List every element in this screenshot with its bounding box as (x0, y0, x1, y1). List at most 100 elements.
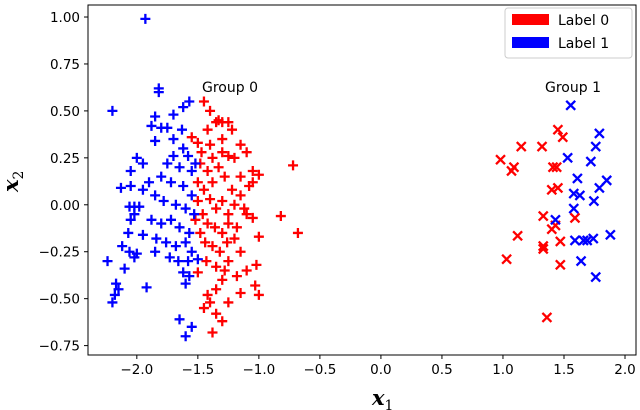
point-label-1-group-0 (165, 177, 176, 188)
point-label-1-group-0 (180, 237, 191, 248)
point-label-0-group-0 (235, 171, 246, 182)
point-label-0-group-0 (235, 139, 246, 150)
point-label-0-group-0 (275, 211, 286, 222)
point-label-0-group-1 (512, 230, 523, 242)
point-label-0-group-0 (227, 184, 238, 195)
point-label-0-group-0 (229, 152, 240, 163)
point-label-0-group-1 (537, 210, 549, 222)
point-label-0-group-0 (253, 169, 264, 180)
point-label-1-group-0 (174, 222, 185, 233)
point-label-0-group-1 (552, 182, 564, 194)
point-label-0-group-0 (205, 105, 216, 116)
point-label-0-group-0 (219, 265, 230, 276)
point-label-0-group-0 (211, 284, 222, 295)
point-label-1-group-0 (178, 267, 189, 278)
point-label-1-group-0 (183, 256, 194, 267)
point-label-1-group-0 (180, 278, 191, 289)
point-label-1-group-1 (572, 173, 583, 184)
point-label-0-group-0 (192, 196, 203, 207)
point-label-1-group-0 (168, 134, 179, 145)
point-label-0-group-0 (186, 132, 197, 143)
point-label-0-group-0 (207, 327, 218, 338)
point-label-1-group-0 (184, 96, 195, 107)
point-label-0-group-0 (198, 184, 209, 195)
point-label-1-group-0 (176, 124, 187, 135)
point-label-1-group-0 (131, 152, 142, 163)
point-label-1-group-0 (168, 150, 179, 161)
point-label-0-group-0 (217, 316, 228, 327)
point-label-1-group-1 (575, 255, 587, 267)
point-label-1-group-0 (186, 246, 197, 257)
point-label-1-group-0 (178, 102, 189, 113)
point-label-0-group-0 (239, 203, 250, 214)
point-label-1-group-0 (156, 218, 167, 229)
point-label-1-group-1 (590, 271, 602, 283)
point-label-1-group-0 (137, 229, 148, 240)
point-label-1-group-0 (137, 184, 148, 195)
point-label-1-group-0 (125, 214, 136, 225)
y-tick-label: −0.50 (39, 292, 80, 308)
point-label-0-group-0 (217, 147, 228, 158)
point-label-1-group-1 (594, 182, 605, 194)
point-label-0-group-1 (569, 212, 581, 224)
x-tick-label: −1.0 (242, 362, 275, 378)
point-label-0-group-0 (247, 212, 258, 223)
point-label-0-group-0 (253, 231, 264, 242)
point-label-1-group-0 (165, 214, 176, 225)
y-tick-label: 0.00 (50, 198, 80, 214)
point-label-0-group-0 (241, 209, 252, 220)
point-label-1-group-0 (150, 190, 161, 201)
point-label-1-group-0 (125, 165, 136, 176)
point-label-1-group-0 (178, 143, 189, 154)
point-label-0-group-0 (202, 165, 213, 176)
point-label-0-group-0 (202, 289, 213, 300)
point-label-1-group-0 (164, 252, 175, 263)
point-label-0-group-0 (211, 308, 222, 319)
y-ticks: 1.00 0.75 0.50 0.25 0.00 −0.25 −0.50 −0.75 (39, 10, 88, 355)
x-tick-label: 1.5 (553, 362, 574, 378)
point-label-0-group-0 (251, 259, 262, 270)
point-label-1-group-0 (184, 227, 195, 238)
point-label-1-group-1 (605, 229, 616, 241)
legend-patch-label-1 (512, 37, 549, 48)
point-label-0-group-0 (195, 227, 206, 238)
point-label-1-group-1 (569, 235, 581, 246)
point-label-0-group-0 (217, 227, 228, 238)
point-label-1-group-1 (585, 156, 597, 167)
point-label-0-group-0 (207, 241, 218, 252)
legend: Label 0 Label 1 (504, 7, 633, 59)
point-label-1-group-1 (578, 235, 589, 246)
point-label-0-group-0 (196, 147, 207, 158)
point-label-0-group-0 (202, 218, 213, 229)
point-label-0-group-0 (231, 271, 242, 282)
point-label-0-group-0 (205, 297, 216, 308)
point-label-0-group-0 (209, 222, 220, 233)
point-label-1-group-1 (565, 99, 577, 111)
y-tick-label: 0.50 (50, 104, 80, 120)
x-tick-label: −1.5 (181, 362, 214, 378)
point-label-0-group-0 (223, 150, 234, 161)
point-label-1-group-0 (113, 284, 124, 295)
point-label-1-group-0 (186, 190, 197, 201)
point-label-1-group-0 (180, 203, 191, 214)
point-label-1-group-1 (550, 214, 561, 226)
point-label-0-group-0 (207, 177, 218, 188)
point-label-0-group-0 (219, 171, 230, 182)
y-axis-label: x2 (0, 171, 27, 193)
point-label-0-group-0 (288, 160, 299, 171)
point-label-0-group-0 (253, 289, 264, 300)
point-label-1-group-0 (174, 162, 185, 173)
point-label-1-group-0 (134, 201, 145, 212)
point-label-0-group-0 (223, 209, 234, 220)
point-label-1-group-0 (144, 177, 155, 188)
point-label-0-group-0 (205, 139, 216, 150)
point-label-1-group-0 (107, 105, 118, 116)
x-tick-label: 0.5 (431, 362, 452, 378)
point-label-1-group-1 (562, 152, 573, 164)
point-label-0-group-0 (222, 237, 233, 248)
point-label-1-group-0 (170, 199, 181, 210)
point-label-0-group-0 (192, 177, 203, 188)
point-label-0-group-0 (241, 265, 252, 276)
group-0-annotation: Group 0 (202, 80, 258, 96)
point-label-1-group-0 (111, 278, 122, 289)
